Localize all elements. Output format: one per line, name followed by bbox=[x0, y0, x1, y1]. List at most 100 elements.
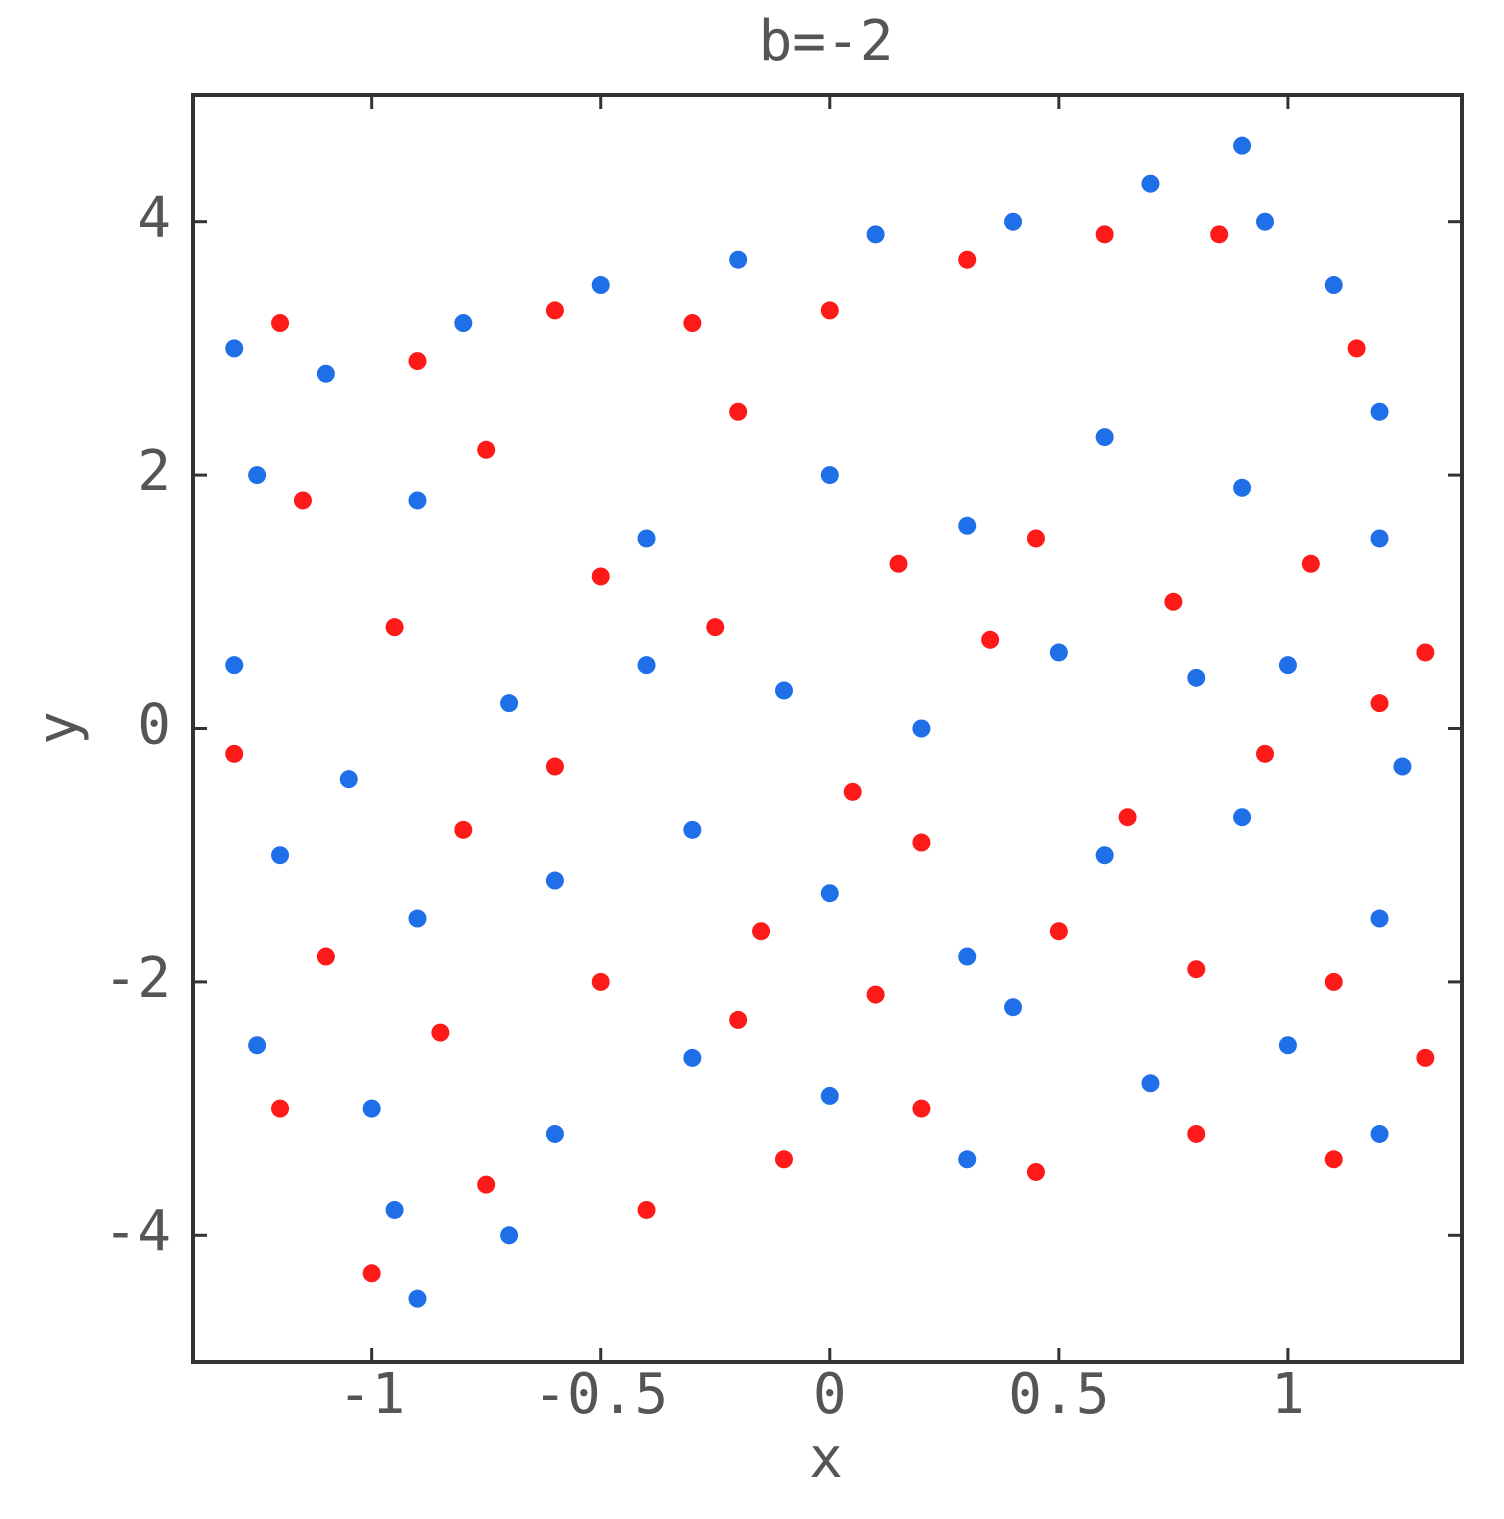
point bbox=[385, 618, 404, 637]
point bbox=[1416, 643, 1435, 662]
point bbox=[545, 1124, 564, 1143]
point bbox=[889, 554, 908, 573]
point bbox=[958, 1150, 977, 1169]
point bbox=[454, 820, 473, 839]
y-tick-label: 4 bbox=[137, 186, 171, 251]
point bbox=[545, 301, 564, 320]
point bbox=[385, 1200, 404, 1219]
point bbox=[1187, 1124, 1206, 1143]
point bbox=[820, 1086, 839, 1105]
point bbox=[1095, 428, 1114, 447]
point bbox=[545, 757, 564, 776]
point bbox=[706, 618, 725, 637]
point bbox=[1278, 656, 1297, 675]
y-tick-label: 2 bbox=[137, 439, 171, 504]
point bbox=[752, 922, 771, 941]
point bbox=[591, 567, 610, 586]
point bbox=[408, 1289, 427, 1308]
point bbox=[500, 694, 519, 713]
point bbox=[225, 656, 244, 675]
point bbox=[408, 909, 427, 928]
y-tick-label: 0 bbox=[137, 693, 171, 758]
point bbox=[683, 1048, 702, 1067]
point bbox=[958, 516, 977, 535]
point bbox=[591, 276, 610, 295]
point bbox=[1004, 998, 1023, 1017]
point bbox=[774, 1150, 793, 1169]
x-axis-label: x bbox=[809, 1426, 843, 1491]
point bbox=[1370, 402, 1389, 421]
point bbox=[1004, 212, 1023, 231]
point bbox=[545, 871, 564, 890]
point bbox=[1095, 846, 1114, 865]
point bbox=[1324, 972, 1343, 991]
point bbox=[1118, 808, 1137, 827]
point bbox=[316, 364, 335, 383]
x-tick-label: 1 bbox=[1271, 1362, 1305, 1427]
point bbox=[912, 719, 931, 738]
point bbox=[843, 782, 862, 801]
point bbox=[1049, 922, 1068, 941]
point bbox=[1187, 668, 1206, 687]
point bbox=[1026, 529, 1045, 548]
point bbox=[408, 352, 427, 371]
point bbox=[362, 1264, 381, 1283]
point bbox=[866, 225, 885, 244]
point bbox=[454, 314, 473, 333]
point bbox=[271, 1099, 290, 1118]
point bbox=[1233, 478, 1252, 497]
point bbox=[339, 770, 358, 789]
point bbox=[477, 440, 496, 459]
point bbox=[1324, 1150, 1343, 1169]
point bbox=[1026, 1162, 1045, 1181]
point bbox=[1187, 960, 1206, 979]
point bbox=[271, 314, 290, 333]
point bbox=[1347, 339, 1366, 358]
point bbox=[1370, 1124, 1389, 1143]
point bbox=[1210, 225, 1229, 244]
point bbox=[912, 833, 931, 852]
point bbox=[248, 466, 267, 485]
x-tick-label: 0.5 bbox=[1008, 1362, 1109, 1427]
point bbox=[1324, 276, 1343, 295]
point bbox=[958, 947, 977, 966]
y-tick-label: -2 bbox=[104, 946, 171, 1011]
point bbox=[774, 681, 793, 700]
point bbox=[316, 947, 335, 966]
point bbox=[637, 1200, 656, 1219]
point bbox=[981, 630, 1000, 649]
point bbox=[225, 339, 244, 358]
point bbox=[362, 1099, 381, 1118]
point bbox=[225, 744, 244, 763]
point bbox=[637, 529, 656, 548]
chart-title: b=-2 bbox=[759, 9, 894, 74]
point bbox=[1416, 1048, 1435, 1067]
point bbox=[729, 402, 748, 421]
point bbox=[1233, 808, 1252, 827]
point bbox=[293, 491, 312, 510]
point bbox=[1370, 529, 1389, 548]
point bbox=[683, 314, 702, 333]
point bbox=[591, 972, 610, 991]
point bbox=[248, 1036, 267, 1055]
point bbox=[271, 846, 290, 865]
point bbox=[729, 250, 748, 269]
point bbox=[820, 884, 839, 903]
y-tick-label: -4 bbox=[104, 1199, 171, 1264]
point bbox=[683, 820, 702, 839]
point bbox=[1141, 174, 1160, 193]
point bbox=[1278, 1036, 1297, 1055]
point bbox=[1049, 643, 1068, 662]
point bbox=[729, 1010, 748, 1029]
point bbox=[1141, 1074, 1160, 1093]
point bbox=[477, 1175, 496, 1194]
point bbox=[912, 1099, 931, 1118]
point bbox=[1370, 909, 1389, 928]
point bbox=[408, 491, 427, 510]
y-axis-label: y bbox=[26, 711, 91, 745]
point bbox=[500, 1226, 519, 1245]
plot-frame bbox=[191, 93, 1464, 1364]
point bbox=[1393, 757, 1412, 776]
point bbox=[1095, 225, 1114, 244]
